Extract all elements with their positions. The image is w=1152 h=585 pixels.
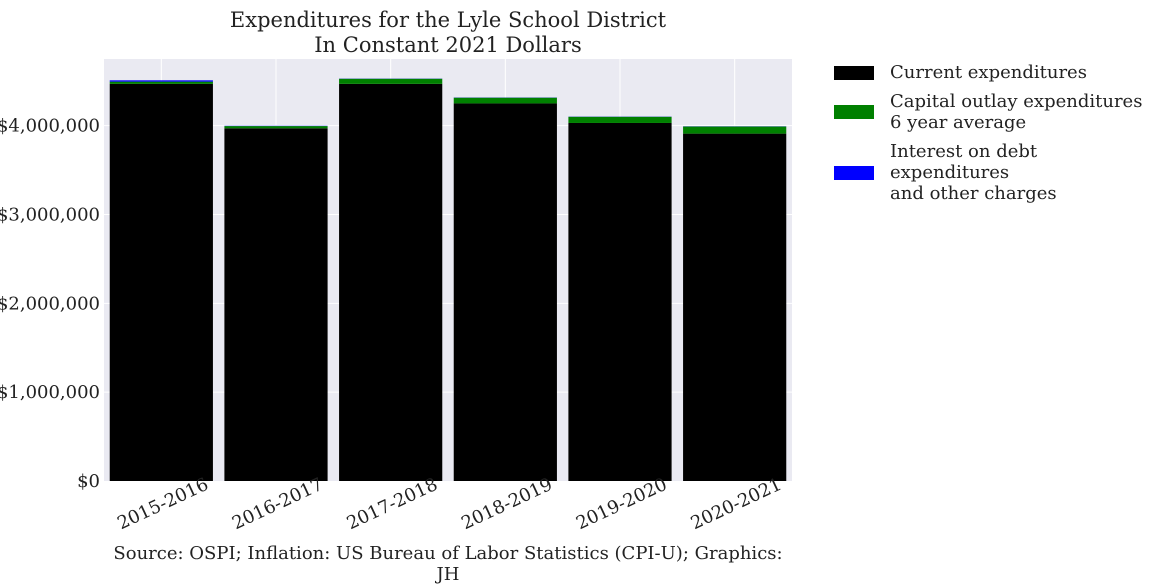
y-tick-label: $0 (77, 471, 100, 492)
bar-2020-2021-series-1 (683, 127, 786, 134)
bar-2019-2020-series-1 (568, 117, 671, 123)
bar-2020-2021-series-0 (683, 134, 786, 481)
bar-2016-2017-series-1 (224, 126, 327, 128)
bar-2019-2020-series-0 (568, 123, 671, 481)
bar-2016-2017-series-0 (224, 128, 327, 481)
x-tick-label: 2019-2020 (573, 474, 670, 534)
bar-2015-2016-series-0 (110, 84, 213, 481)
x-tick-label: 2017-2018 (344, 474, 441, 534)
legend-item: Current expenditures (834, 62, 1144, 83)
legend-label: Current expenditures (890, 62, 1087, 83)
source-note: Source: OSPI; Inflation: US Bureau of La… (104, 543, 792, 585)
bar-2018-2019-series-1 (454, 98, 557, 104)
bar-2017-2018-series-1 (339, 79, 442, 84)
y-tick-label: $2,000,000 (0, 293, 100, 314)
bar-2015-2016-series-2 (110, 80, 213, 81)
x-tick-label: 2015-2016 (114, 474, 211, 534)
bar-2017-2018-series-0 (339, 84, 442, 481)
bar-2018-2019-series-0 (454, 103, 557, 481)
y-tick-label: $1,000,000 (0, 382, 100, 403)
x-tick-label: 2016-2017 (229, 474, 326, 534)
y-tick-label: $4,000,000 (0, 116, 100, 137)
y-tick-label: $3,000,000 (0, 204, 100, 225)
legend-swatch (834, 166, 874, 180)
x-tick-label: 2018-2019 (458, 474, 555, 534)
legend-swatch (834, 66, 874, 80)
legend-swatch (834, 105, 874, 119)
x-tick-label: 2020-2021 (688, 474, 785, 534)
bar-2015-2016-series-1 (110, 82, 213, 84)
legend: Current expenditures Capital outlay expen… (834, 62, 1144, 212)
